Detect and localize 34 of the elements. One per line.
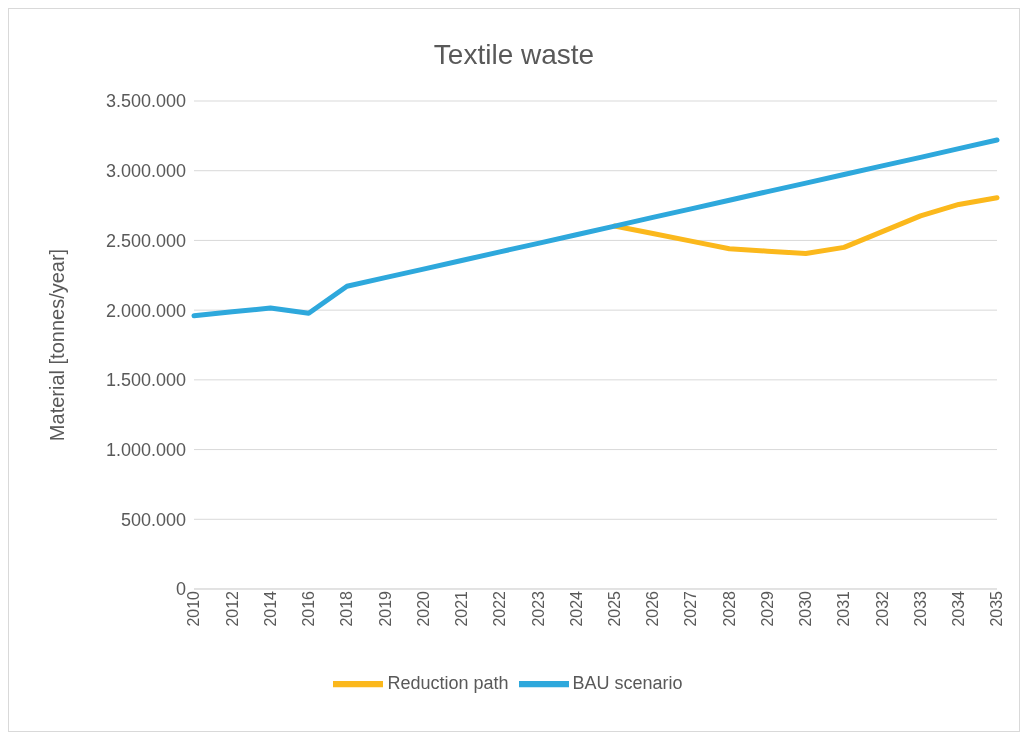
x-tick-label: 2016 — [300, 590, 318, 627]
x-tick-label: 2027 — [682, 590, 700, 627]
x-tick-label: 2021 — [453, 590, 471, 627]
x-tick-label: 2029 — [758, 590, 776, 627]
x-tick-label: 2024 — [567, 590, 585, 627]
x-tick-label: 2031 — [835, 590, 853, 627]
x-tick-label: 2019 — [376, 590, 394, 627]
x-tick-label: 2012 — [223, 590, 241, 627]
y-tick-label: 3.500.000 — [105, 91, 186, 112]
y-tick-label: 500.000 — [120, 509, 186, 530]
x-tick-label: 2026 — [644, 590, 662, 627]
x-tick-label: 2022 — [491, 590, 509, 627]
y-tick-label: 2.000.000 — [105, 300, 186, 321]
x-tick-label: 2035 — [988, 590, 1006, 627]
x-tick-label: 2010 — [185, 590, 203, 627]
chart-title: Textile waste — [432, 38, 596, 72]
legend-label: Reduction path — [387, 672, 509, 693]
x-tick-label: 2028 — [720, 590, 738, 627]
x-tick-label: 2020 — [414, 590, 432, 627]
legend-label: BAU scenario — [572, 672, 683, 693]
y-tick-label: 2.500.000 — [105, 230, 186, 251]
x-tick-label: 2018 — [338, 590, 356, 627]
y-tick-label: 1.000.000 — [105, 439, 186, 460]
y-tick-label: 0 — [175, 579, 186, 600]
x-tick-label: 2030 — [797, 590, 815, 627]
x-tick-label: 2033 — [911, 590, 929, 627]
x-tick-label: 2025 — [605, 590, 623, 627]
x-tick-label: 2032 — [873, 590, 891, 627]
x-tick-label: 2034 — [950, 590, 968, 627]
y-axis-title: Material [tonnes/year] — [46, 248, 69, 442]
y-tick-label: 3.000.000 — [105, 161, 186, 182]
y-tick-label: 1.500.000 — [105, 370, 186, 391]
x-tick-label: 2014 — [261, 590, 279, 627]
x-tick-label: 2023 — [529, 590, 547, 627]
